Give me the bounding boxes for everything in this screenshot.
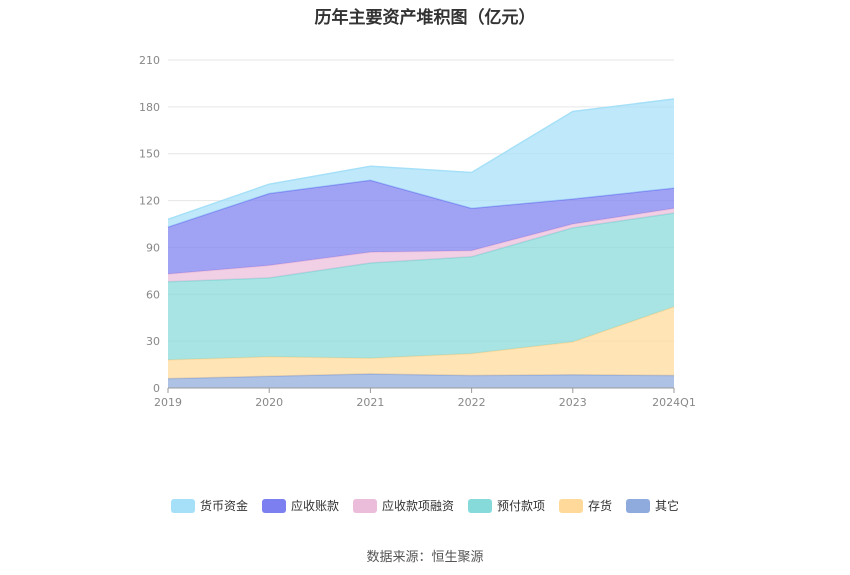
y-tick-label: 150 [139, 148, 160, 161]
y-tick-label: 180 [139, 101, 160, 114]
x-tick-label: 2024Q1 [652, 396, 696, 409]
data-source: 数据来源：恒生聚源 [366, 550, 484, 565]
area-存货[interactable] [168, 306, 674, 379]
legend-item-存货[interactable]: 存货 [559, 498, 612, 513]
area-series [167, 98, 675, 388]
legend-item-预付款项[interactable]: 预付款项 [468, 499, 545, 513]
legend-label: 其它 [655, 498, 679, 513]
chart-title: 历年主要资产堆积图（亿元） [314, 8, 536, 28]
y-tick-label: 30 [146, 335, 160, 348]
legend-item-应收账款[interactable]: 应收账款 [262, 498, 339, 513]
x-tick-label: 2021 [356, 396, 384, 409]
legend-label: 预付款项 [497, 499, 545, 513]
axes: 0 30 60 90 120 150 180 210 2019 2020 2021 2022 2023 2… [139, 54, 696, 409]
legend-swatch [559, 499, 583, 513]
y-tick-label: 210 [139, 54, 160, 67]
legend-swatch [262, 499, 286, 513]
y-tick-label: 120 [139, 195, 160, 208]
legend-swatch [626, 499, 650, 513]
legend-item-其它[interactable]: 其它 [626, 498, 679, 513]
x-tick-label: 2020 [255, 396, 283, 409]
legend-label: 应收款项融资 [382, 498, 454, 513]
legend[interactable]: 货币资金 应收账款 应收款项融资 预付款项 存货 其它 [171, 498, 679, 513]
x-tick-label: 2019 [154, 396, 182, 409]
area-其它[interactable] [168, 373, 674, 388]
area-预付款项[interactable] [168, 213, 674, 360]
legend-swatch [171, 499, 195, 513]
y-tick-label: 90 [146, 241, 160, 254]
legend-swatch [468, 499, 492, 513]
legend-item-货币资金[interactable]: 货币资金 [171, 498, 248, 513]
legend-label: 存货 [588, 498, 612, 513]
legend-label: 货币资金 [200, 498, 248, 513]
area-edge-存货 [167, 306, 675, 361]
area-edge-货币资金 [167, 98, 675, 221]
area-应收款项融资[interactable] [168, 208, 674, 282]
x-tick-label: 2023 [559, 396, 587, 409]
x-tick-label: 2022 [458, 396, 486, 409]
y-tick-label: 0 [153, 382, 160, 395]
y-tick-label: 60 [146, 288, 160, 301]
legend-swatch [353, 499, 377, 513]
legend-item-应收款项融资[interactable]: 应收款项融资 [353, 498, 454, 513]
area-货币资金[interactable] [168, 99, 674, 228]
area-应收账款[interactable] [168, 180, 674, 274]
legend-label: 应收账款 [291, 498, 339, 513]
